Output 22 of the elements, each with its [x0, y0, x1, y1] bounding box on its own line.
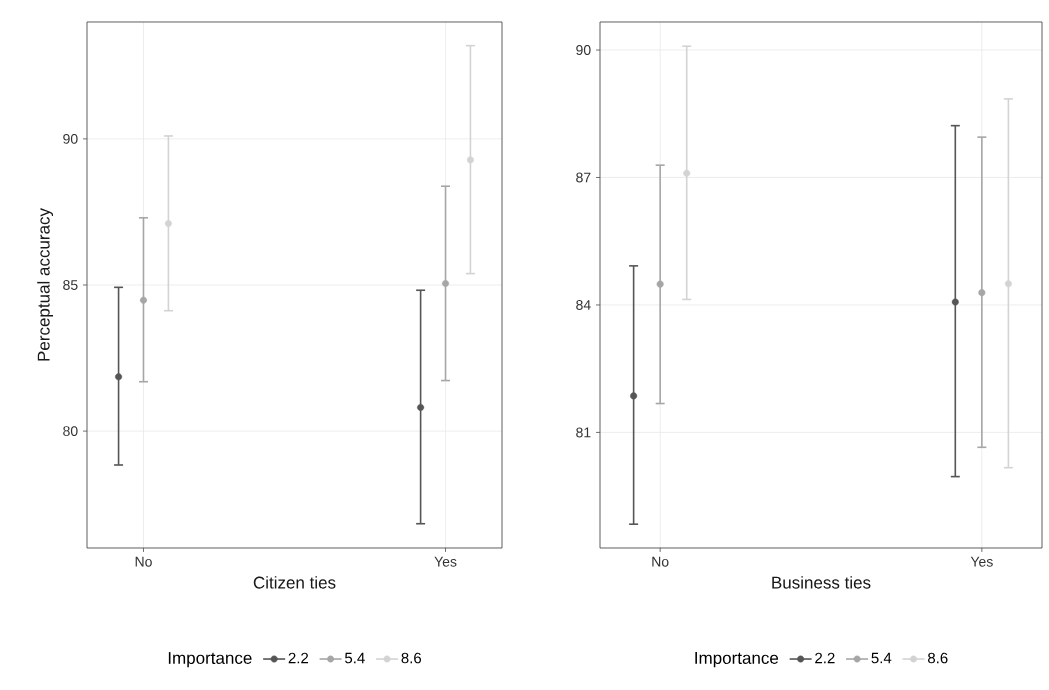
y-tick-label: 90 — [576, 45, 591, 55]
legend-label: 2.2 — [288, 652, 309, 664]
y-tick-label: 87 — [576, 172, 591, 183]
legend-label: 2.2 — [815, 652, 835, 664]
x-axis-title: Citizen ties — [253, 576, 336, 589]
x-tick-label: No — [652, 556, 669, 567]
x-tick-label: No — [135, 556, 152, 567]
x-axis-title: Business ties — [772, 576, 871, 589]
y-tick-label: 90 — [63, 133, 78, 144]
legend-label: 8.6 — [928, 652, 948, 664]
y-tick-label: 80 — [63, 426, 78, 437]
y-tick-label: 81 — [576, 427, 591, 438]
legend-label: 5.4 — [345, 652, 365, 664]
x-tick-label: Yes — [970, 556, 993, 567]
y-tick-label: 85 — [63, 280, 78, 290]
x-tick-label: Yes — [434, 556, 457, 567]
y-axis-title: Perceptual accuracy — [37, 208, 54, 361]
y-tick-label: 84 — [576, 299, 591, 310]
legend-label: 5.4 — [871, 652, 892, 664]
legend-title: Importance — [695, 652, 779, 668]
legend-title: Importance — [168, 652, 252, 668]
legend-label: 8.6 — [401, 652, 422, 664]
